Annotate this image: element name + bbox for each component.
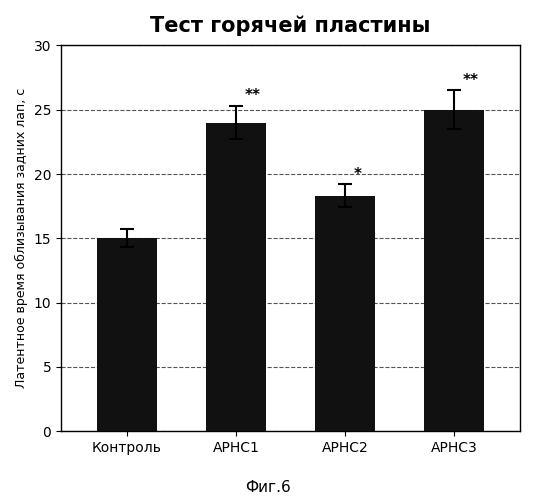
Bar (315, 196, 375, 432)
Text: Фиг.6: Фиг.6 (244, 480, 291, 495)
Text: *: * (354, 166, 362, 182)
Bar (206, 122, 266, 432)
Title: Тест горячей пластины: Тест горячей пластины (150, 15, 431, 36)
Y-axis label: Латентное время облизывания задних лап, с: Латентное время облизывания задних лап, … (15, 88, 28, 388)
Bar (96, 238, 157, 432)
Bar (424, 110, 485, 432)
Text: **: ** (463, 73, 479, 88)
Text: **: ** (244, 88, 261, 104)
